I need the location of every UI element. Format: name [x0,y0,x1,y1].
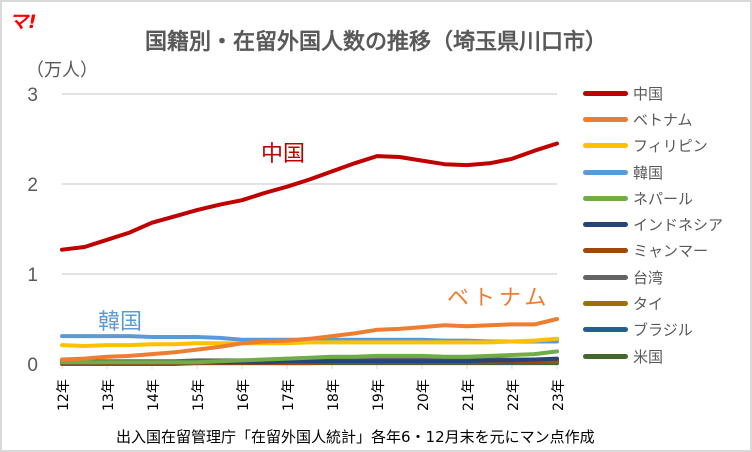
annotation-vietnam: ベトナム [447,286,551,311]
legend-item: タイ [583,290,723,316]
x-tick-label: 13年 [101,379,117,411]
legend-label: フィリピン [633,137,708,156]
legend-swatch [583,327,628,333]
series-line-中国 [60,141,559,252]
legend-label: 米国 [633,347,664,366]
y-axis-unit: （万人） [26,60,98,81]
legend-label: タイ [633,295,664,314]
source-note: 出入国在留管理庁「在留外国人統計」各年6・12月末を元にマン点作成 [116,428,595,446]
legend-item: ブラジル [583,317,723,343]
y-tick-label: 3 [27,85,38,106]
x-tick-label: 15年 [191,379,207,411]
legend-swatch [583,301,628,307]
legend-label: 中国 [633,84,664,103]
legend-item: 韓国 [583,159,723,185]
x-tick-label: 17年 [281,379,297,411]
legend-swatch [583,169,628,175]
legend-item: ネパール [583,185,723,211]
series-line-ベトナム [60,317,559,362]
y-tick-label: 2 [27,175,38,196]
legend-swatch [583,195,628,201]
legend-swatch [583,353,628,359]
legend-swatch [583,116,628,122]
x-tick-label: 21年 [461,379,477,411]
x-tick-label: 22年 [506,379,522,411]
legend-swatch [583,90,628,96]
legend-swatch [583,248,628,254]
legend-swatch [583,274,628,280]
legend-label: ベトナム [633,110,693,129]
legend: 中国ベトナムフィリピン韓国ネパールインドネシア ミャンマー台湾タイブラジル米国 [583,80,723,369]
annotation-china: 中国 [261,142,306,167]
legend-item: 台湾 [583,264,723,290]
legend-item: フィリピン [583,133,723,159]
chart-title: 国籍別・在留外国人数の推移（埼玉県川口市） [144,30,607,55]
legend-label: 韓国 [633,163,664,182]
x-tick-label: 23年 [551,379,567,411]
legend-item: ベトナム [583,106,723,132]
x-tick-label: 12年 [56,379,72,411]
x-tick-label: 14年 [146,379,162,411]
series-line-ネパール [60,349,559,365]
legend-item: インドネシア [583,211,723,237]
y-tick-label: 0 [27,355,38,376]
legend-label: ミャンマー [633,242,709,261]
legend-label: 台湾 [633,268,664,287]
legend-item: 中国 [583,80,723,106]
x-tick-label: 16年 [236,379,252,411]
legend-label: ネパール [633,189,694,208]
legend-label: ブラジル [633,321,693,340]
annotation-korea: 韓国 [98,310,143,335]
x-tick-label: 20年 [416,379,432,411]
x-tick-label: 18年 [326,379,342,411]
legend-item: ミャンマー [583,238,723,264]
legend-swatch [583,143,628,149]
legend-label: インドネシア [633,216,724,235]
legend-swatch [583,222,628,228]
logo: マ! [9,11,37,33]
series-line-フィリピン [60,336,559,348]
legend-item: 米国 [583,343,723,369]
x-tick-label: 19年 [371,379,387,411]
y-tick-label: 1 [27,265,38,286]
